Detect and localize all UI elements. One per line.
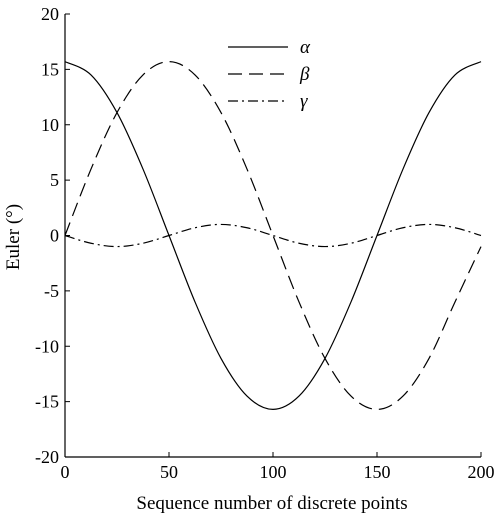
x-tick-label: 0 (61, 462, 70, 482)
x-axis-label: Sequence number of discrete points (136, 493, 407, 514)
series-line-gamma (64, 223, 482, 248)
y-tick-label: -5 (44, 281, 59, 301)
y-axis-label: Euler (°) (3, 204, 24, 270)
x-tick-label: 150 (364, 462, 391, 482)
x-tick-label: 50 (160, 462, 178, 482)
y-tick-label: -15 (35, 392, 59, 412)
series-layer (64, 61, 482, 410)
legend-label-beta: β (299, 64, 310, 85)
series-line-beta (64, 61, 482, 410)
y-tick-label: 10 (41, 115, 59, 135)
y-tick-label: -20 (35, 447, 59, 467)
y-tick-label: 20 (41, 4, 59, 24)
y-tick-label: 5 (50, 170, 59, 190)
legend-label-alpha: α (300, 37, 311, 58)
x-tick-label: 200 (468, 462, 495, 482)
plot-area (65, 14, 481, 457)
legend-label-gamma: γ (300, 91, 308, 112)
y-tick-label: 15 (41, 59, 59, 79)
x-tick-label: 100 (260, 462, 287, 482)
plot-background (65, 14, 481, 457)
series-line-alpha (64, 61, 482, 410)
legend: αβγ (228, 37, 311, 112)
y-tick-label: -10 (35, 336, 59, 356)
y-tick-label: 0 (50, 226, 59, 246)
